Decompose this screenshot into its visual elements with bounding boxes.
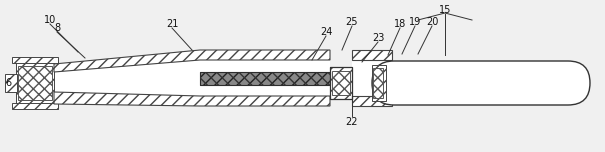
Bar (18, 66, 52, 100)
Bar (330, 67, 352, 99)
Text: 19: 19 (409, 17, 421, 27)
FancyBboxPatch shape (372, 61, 590, 105)
Bar (330, 67, 352, 99)
Text: 23: 23 (372, 33, 384, 43)
Polygon shape (54, 60, 330, 96)
Bar (200, 72, 330, 85)
Bar (332, 71, 350, 95)
Text: 10: 10 (44, 15, 56, 25)
Text: 21: 21 (166, 19, 178, 29)
Polygon shape (352, 50, 392, 60)
Bar (12, 103, 58, 109)
Bar (200, 72, 330, 85)
Polygon shape (54, 50, 330, 72)
Text: 24: 24 (320, 27, 332, 37)
Text: 20: 20 (426, 17, 438, 27)
Text: 8: 8 (54, 23, 60, 33)
Polygon shape (352, 96, 392, 106)
Polygon shape (54, 92, 330, 106)
Bar (12, 57, 58, 63)
Text: 18: 18 (394, 19, 406, 29)
Bar (373, 68, 383, 98)
Polygon shape (352, 60, 392, 96)
Bar (16, 62, 54, 104)
Text: 22: 22 (345, 117, 358, 127)
Bar (5, 74, 17, 92)
Text: 6: 6 (5, 78, 11, 88)
Text: 25: 25 (345, 17, 358, 27)
Bar (372, 65, 386, 101)
Text: 15: 15 (439, 5, 451, 15)
